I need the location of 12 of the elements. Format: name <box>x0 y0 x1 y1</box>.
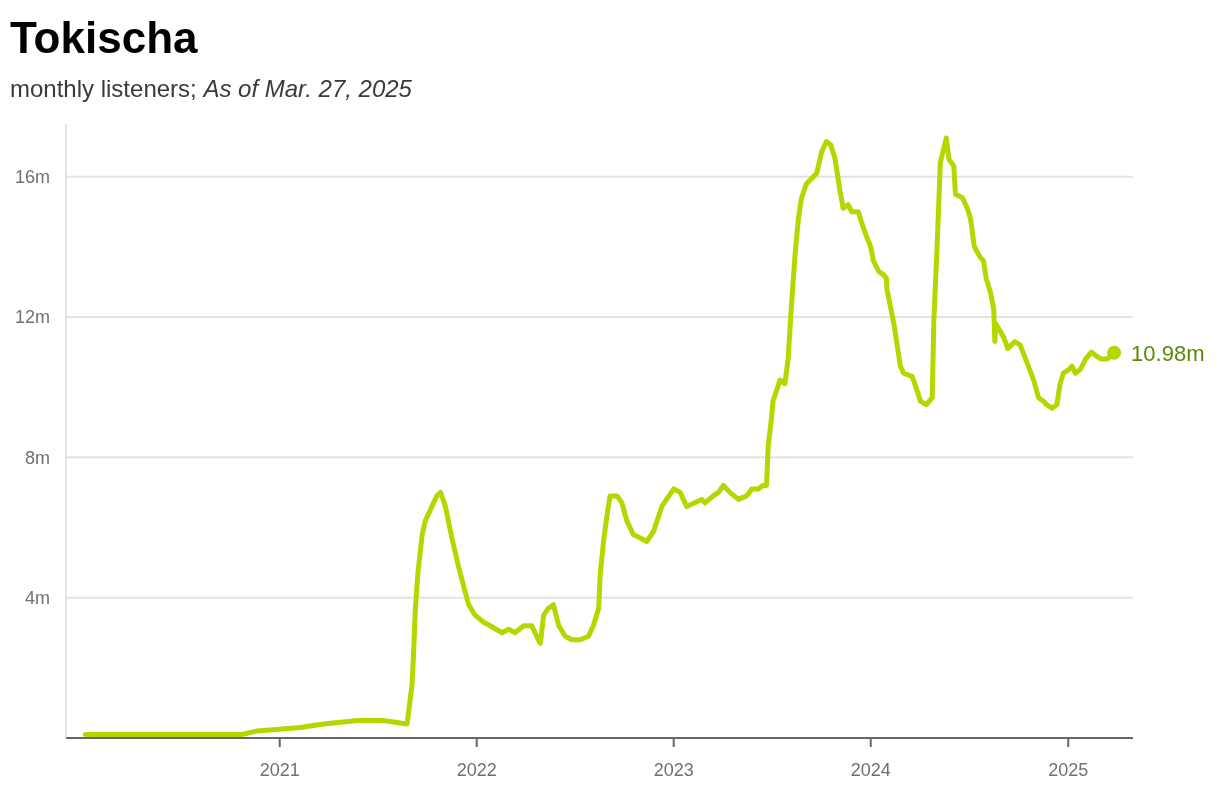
x-tick-label: 2023 <box>653 759 694 780</box>
annotation: 10.98m <box>1131 340 1205 366</box>
y-tick-label: 16m <box>14 167 50 188</box>
chart-title: Tokischa <box>10 13 198 62</box>
x-tick-label: 2022 <box>456 759 497 780</box>
y-tick-label: 12m <box>14 307 50 328</box>
x-tick-label: 2021 <box>259 759 300 780</box>
x-tick-label: 2025 <box>1048 759 1089 780</box>
y-tick-label: 8m <box>24 447 50 468</box>
y-tick-label: 4m <box>24 588 50 609</box>
chart-subtitle: monthly listeners; As of Mar. 27, 2025 <box>10 75 412 102</box>
x-tick-label: 2024 <box>850 759 891 780</box>
